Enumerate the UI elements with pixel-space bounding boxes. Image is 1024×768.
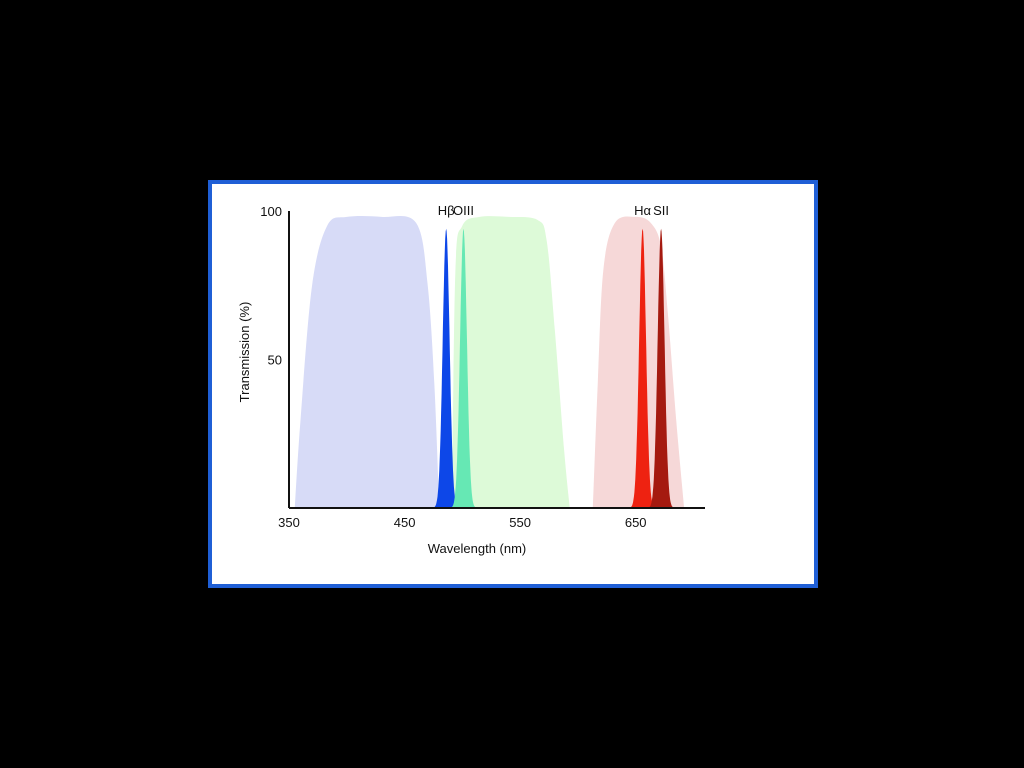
broadband-filter-2 bbox=[451, 216, 570, 508]
broadband-filter-1 bbox=[294, 215, 440, 508]
y-tick-label: 100 bbox=[260, 204, 282, 219]
axes bbox=[288, 211, 705, 509]
y-tick-label: 50 bbox=[268, 353, 282, 368]
emission-peak-4 bbox=[647, 228, 675, 509]
x-axis-title: Wavelength (nm) bbox=[428, 541, 527, 556]
emission-label-3: Hα bbox=[634, 203, 651, 218]
x-tick-label: 550 bbox=[509, 515, 531, 530]
tick-labels: 350 450 550 650 50 100 bbox=[260, 204, 646, 530]
emission-peak-1 bbox=[432, 228, 460, 509]
y-axis-title: Transmission (%) bbox=[237, 302, 252, 403]
broadband-filter-curves bbox=[294, 215, 685, 508]
emission-label-4: SII bbox=[653, 203, 669, 218]
emission-line-peaks bbox=[432, 228, 675, 509]
x-tick-label: 350 bbox=[278, 515, 300, 530]
x-tick-label: 650 bbox=[625, 515, 647, 530]
chart-panel: 350 450 550 650 50 100 Hβ OIII Hα SII Wavelength… bbox=[208, 180, 818, 588]
x-tick-label: 450 bbox=[394, 515, 416, 530]
emission-peak-2 bbox=[449, 228, 478, 509]
emission-label-2: OIII bbox=[453, 203, 474, 218]
emission-peak-3 bbox=[628, 228, 657, 509]
emission-label-1: Hβ bbox=[438, 203, 455, 218]
